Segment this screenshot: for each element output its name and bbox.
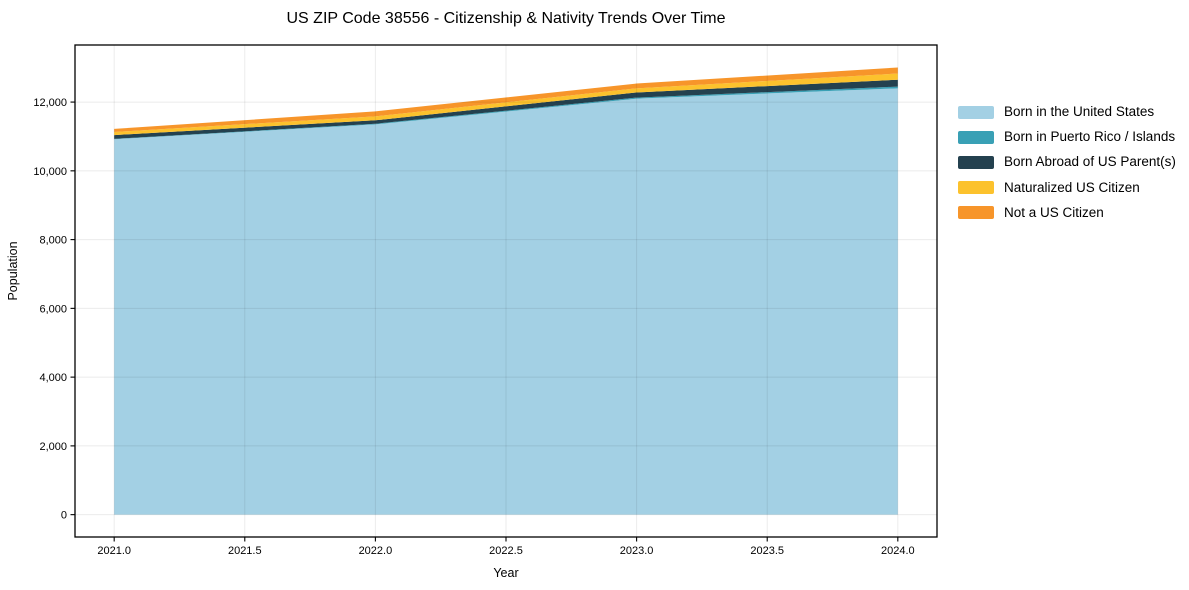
y-tick-label: 0 [61, 510, 67, 522]
x-tick-label: 2023.0 [620, 545, 654, 557]
stacked-areas [114, 67, 898, 515]
area-series-0 [114, 88, 898, 515]
y-axis-label: Population [6, 241, 20, 300]
legend-item-3: Naturalized US Citizen [958, 180, 1176, 196]
y-tick-label: 4,000 [39, 372, 67, 384]
area-series-3 [114, 73, 898, 136]
legend-swatch [958, 130, 994, 144]
legend-item-2: Born Abroad of US Parent(s) [958, 154, 1176, 170]
legend-label: Born Abroad of US Parent(s) [1004, 154, 1176, 170]
x-tick-label: 2021.0 [97, 545, 131, 557]
legend: Born in the United States Born in Puerto … [958, 104, 1176, 221]
area-series-4 [114, 67, 898, 132]
legend-swatch [958, 105, 994, 119]
y-tick-label: 8,000 [39, 235, 67, 247]
x-tick-label: 2021.5 [228, 545, 262, 557]
legend-item-1: Born in Puerto Rico / Islands [958, 129, 1176, 145]
chart-title: US ZIP Code 38556 - Citizenship & Nativi… [287, 10, 726, 27]
y-tick-label: 6,000 [39, 303, 67, 315]
x-axis-label: Year [493, 566, 518, 580]
y-tick-label: 12,000 [33, 97, 67, 109]
x-tick-label: 2023.5 [750, 545, 784, 557]
legend-label: Born in Puerto Rico / Islands [1004, 129, 1176, 145]
legend-swatch [958, 181, 994, 195]
x-tick-label: 2022.0 [359, 545, 393, 557]
x-tick-label: 2024.0 [881, 545, 915, 557]
legend-label: Not a US Citizen [1004, 204, 1104, 220]
area-series-2 [114, 79, 898, 139]
legend-swatch [958, 155, 994, 169]
legend-item-4: Not a US Citizen [958, 205, 1176, 221]
x-tick-label: 2022.5 [489, 545, 523, 557]
legend-label: Born in the United States [1004, 104, 1155, 119]
legend-item-0: Born in the United States [958, 104, 1176, 120]
y-tick-label: 10,000 [33, 166, 67, 178]
y-tick-label: 2,000 [39, 441, 67, 453]
tick-labels: 2021.0 2021.5 2022.0 2022.5 2023.0 2023.5 2024… [33, 97, 914, 557]
legend-swatch [958, 206, 994, 220]
axis-ticks [70, 101, 899, 542]
legend-label: Naturalized US Citizen [1004, 179, 1140, 195]
gridlines [75, 45, 937, 537]
